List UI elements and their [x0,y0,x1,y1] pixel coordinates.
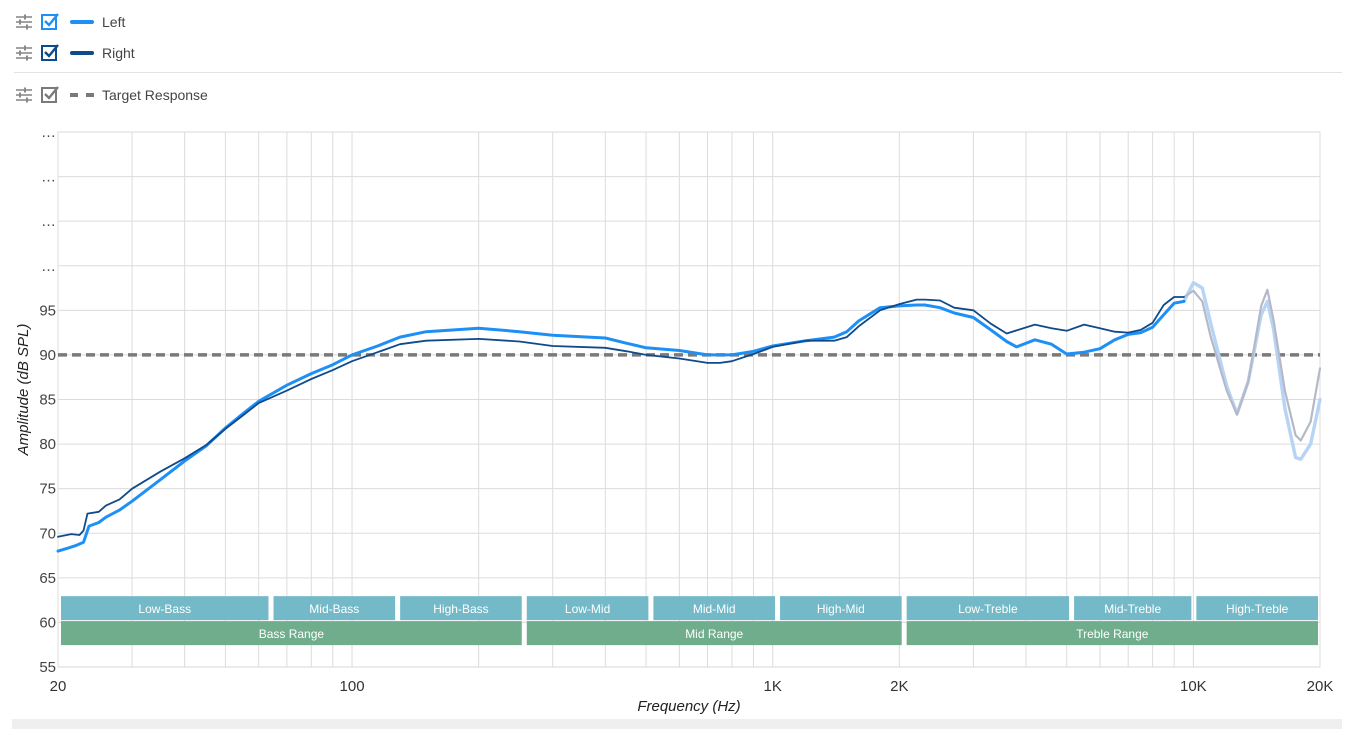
y-tick-label: 90 [39,347,56,364]
frequency-band [61,621,522,646]
sliders-icon[interactable] [14,85,34,105]
frequency-band [780,596,902,621]
series-line-left-faded [1182,281,1322,461]
series-line-right [57,296,1185,538]
legend-divider [14,72,1342,73]
horizontal-scrollbar[interactable] [12,719,1342,729]
frequency-band-label: Bass Range [259,627,325,641]
y-tick-label: … [41,124,56,141]
y-tick-label: … [41,258,56,275]
series-line-left [56,299,1186,553]
x-tick-label: 20 [50,678,67,695]
frequency-band [61,596,269,621]
frequency-band-label: Mid-Mid [693,602,736,616]
frequency-band-label: Low-Bass [138,602,191,616]
frequency-band [526,621,902,646]
frequency-response-chart: 55 60 65 70 75 80 85 90 95 … … … … 20 100 1K 2K 10K 20K Fre… [0,118,1360,718]
frequency-band-label: Low-Treble [958,602,1018,616]
y-tick-label: 65 [39,570,56,587]
x-tick-label: 100 [340,678,365,695]
legend-label-target: Target Response [102,86,208,103]
y-tick-label: … [41,213,56,230]
frequency-band [400,596,522,621]
chart-svg: 55 60 65 70 75 80 85 90 95 … … … … 20 100 1K 2K 10K 20K Fre… [15,124,1334,715]
frequency-band-label: Mid Range [685,627,743,641]
y-tick-label: 80 [39,436,56,453]
y-tick-label: … [41,169,56,186]
y-tick-label: 55 [39,659,56,676]
checkbox-checked-icon[interactable] [40,85,60,105]
x-tick-label: 1K [764,678,782,695]
legend-label-left: Left [102,13,126,30]
frequency-band [906,621,1318,646]
checkbox-checked-icon[interactable] [40,12,60,32]
y-tick-label: 85 [39,392,56,409]
frequency-band [1196,596,1318,621]
frequency-band-label: Mid-Bass [309,602,359,616]
y-tick-label: 60 [39,614,56,631]
y-tick-label: 75 [39,481,56,498]
sliders-icon[interactable] [14,12,34,32]
sliders-icon[interactable] [14,43,34,63]
legend-item-right[interactable]: Right [14,37,1342,68]
legend-label-right: Right [102,44,135,61]
frequency-band-label: Treble Range [1076,627,1149,641]
frequency-band-label: Mid-Treble [1104,602,1161,616]
frequency-band-label: High-Mid [817,602,865,616]
x-tick-label: 20K [1307,678,1334,695]
y-axis-title: Amplitude (dB SPL) [15,324,32,457]
legend: Left Right Target Response [14,6,1342,110]
frequency-band-label: High-Bass [433,602,488,616]
y-tick-label: 95 [39,302,56,319]
x-tick-label: 2K [890,678,908,695]
frequency-band [273,596,396,621]
legend-swatch-right [70,50,94,55]
legend-item-target[interactable]: Target Response [14,79,1342,110]
series-line-right-faded [1182,288,1322,442]
frequency-band [906,596,1070,621]
y-tick-label: 70 [39,525,56,542]
legend-swatch-left [70,19,94,24]
frequency-band-label: High-Treble [1226,602,1289,616]
legend-item-left[interactable]: Left [14,6,1342,37]
checkbox-checked-icon[interactable] [40,43,60,63]
x-tick-label: 10K [1180,678,1207,695]
frequency-band-label: Low-Mid [565,602,610,616]
frequency-band [526,596,649,621]
frequency-band [1074,596,1192,621]
x-axis-title: Frequency (Hz) [637,698,740,715]
legend-swatch-target [70,92,94,97]
frequency-band [653,596,776,621]
